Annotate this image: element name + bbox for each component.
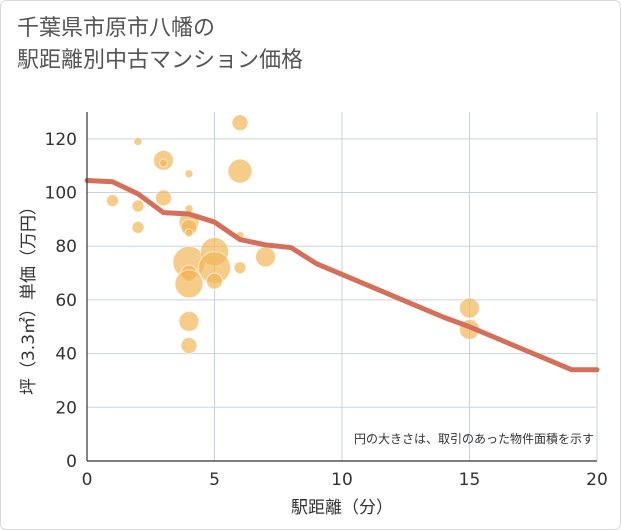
bubble-point <box>131 199 145 213</box>
bubble-point <box>133 137 143 147</box>
bubble-point <box>459 297 480 319</box>
bubble-point <box>159 158 168 168</box>
axes <box>86 112 597 462</box>
trend-line-group <box>84 177 600 373</box>
bubble-point <box>180 337 198 355</box>
tick-labels: 0 20 40 60 80 100 120 0 5 10 15 20 <box>45 130 608 490</box>
x-tick-label: 20 <box>586 470 608 490</box>
bubble-point <box>184 169 194 179</box>
bubble-point <box>233 261 247 275</box>
y-tick-label: 80 <box>55 237 77 257</box>
x-tick-label: 15 <box>459 470 481 490</box>
y-tick-label: 120 <box>45 130 77 150</box>
bubble-point <box>255 246 276 268</box>
bubble-point <box>231 114 249 132</box>
x-tick-label: 10 <box>331 470 353 490</box>
bubble-size-note: 円の大きさは、取引のあった物件面積を示す <box>354 431 594 446</box>
bubble-point <box>206 272 223 290</box>
chart-title: 千葉県市原市八幡の 駅距離別中古マンション価格 <box>17 13 303 77</box>
bubble-point <box>131 220 145 234</box>
bubble-point <box>155 189 172 207</box>
grid-lines <box>87 112 598 461</box>
bubble-point <box>106 194 119 208</box>
bubble-series <box>106 114 480 355</box>
bubble-point <box>227 158 253 184</box>
x-axis-title: 駅距離（分） <box>291 498 393 518</box>
y-axis-title: 坪（3.3㎡）単価（万円） <box>19 198 39 395</box>
y-tick-label: 20 <box>55 398 77 418</box>
bubble-point <box>178 310 200 332</box>
y-tick-label: 40 <box>55 345 77 365</box>
trend-line <box>84 177 600 373</box>
x-tick-label: 0 <box>82 470 93 490</box>
chart-title-line2: 駅距離別中古マンション価格 <box>17 48 304 73</box>
bubble-point <box>184 228 194 238</box>
bubble-point <box>174 269 204 299</box>
y-tick-label: 0 <box>66 452 77 472</box>
chart-title-line1: 千葉県市原市八幡の <box>17 16 216 41</box>
x-tick-label: 5 <box>209 470 220 490</box>
y-tick-label: 100 <box>45 184 77 204</box>
y-tick-label: 60 <box>55 291 77 311</box>
